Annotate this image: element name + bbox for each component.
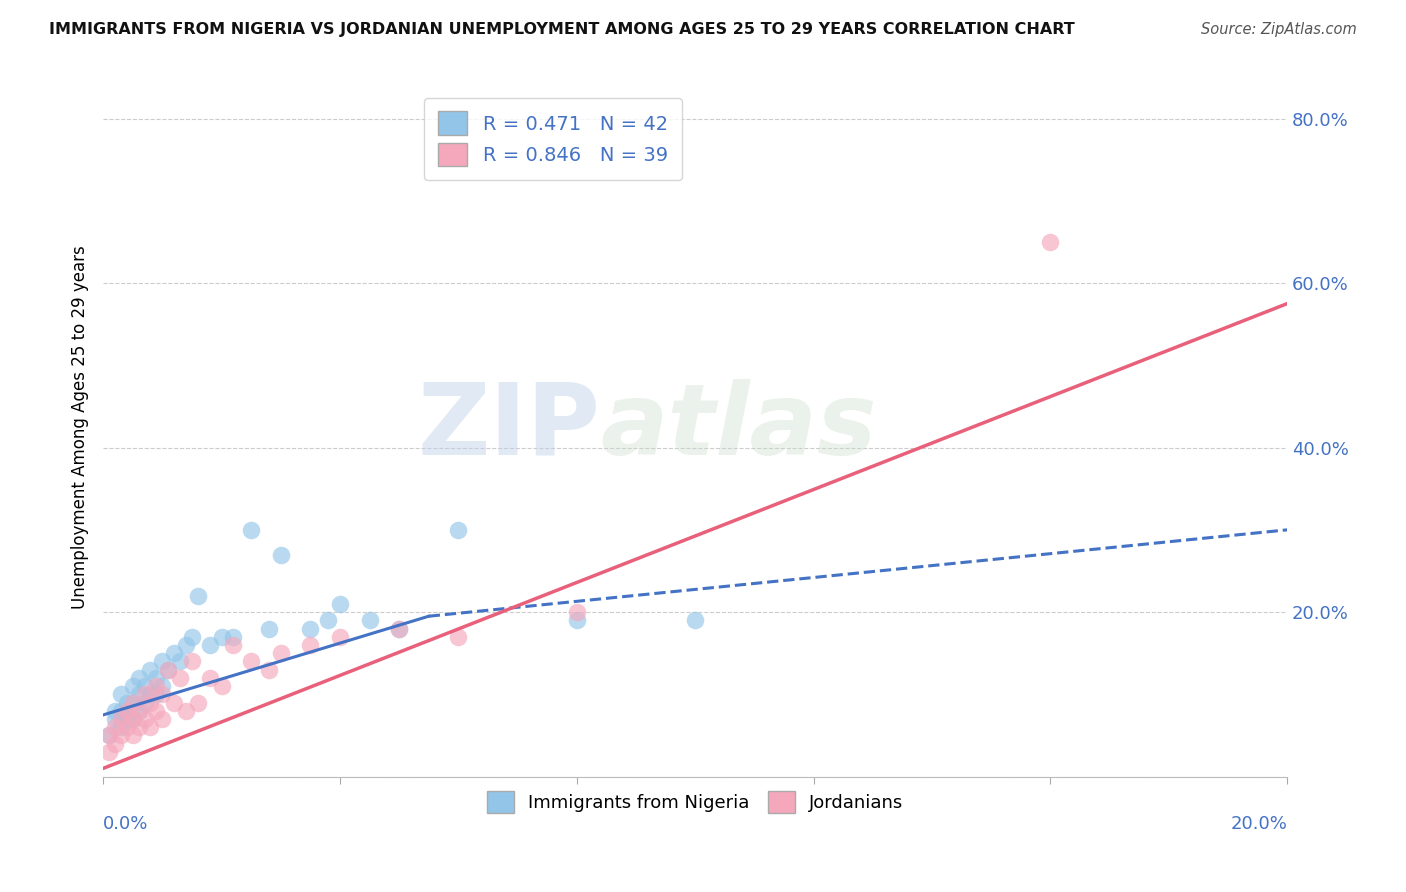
Point <box>145 704 167 718</box>
Point <box>139 720 162 734</box>
Point <box>222 638 245 652</box>
Point <box>181 630 204 644</box>
Point <box>145 671 167 685</box>
Point <box>447 630 470 644</box>
Point <box>157 663 180 677</box>
Point <box>187 696 209 710</box>
Point <box>104 737 127 751</box>
Point <box>150 679 173 693</box>
Point <box>110 712 132 726</box>
Point <box>98 729 121 743</box>
Point <box>198 671 221 685</box>
Point <box>240 523 263 537</box>
Point <box>121 712 143 726</box>
Point <box>174 638 197 652</box>
Point <box>145 679 167 693</box>
Point <box>211 679 233 693</box>
Point <box>121 696 143 710</box>
Point <box>211 630 233 644</box>
Point <box>329 597 352 611</box>
Legend: Immigrants from Nigeria, Jordanians: Immigrants from Nigeria, Jordanians <box>475 780 914 823</box>
Text: 0.0%: 0.0% <box>103 815 149 833</box>
Point <box>198 638 221 652</box>
Point <box>110 704 132 718</box>
Text: atlas: atlas <box>600 378 877 475</box>
Text: Source: ZipAtlas.com: Source: ZipAtlas.com <box>1201 22 1357 37</box>
Point <box>134 696 156 710</box>
Point <box>388 622 411 636</box>
Point <box>110 687 132 701</box>
Text: IMMIGRANTS FROM NIGERIA VS JORDANIAN UNEMPLOYMENT AMONG AGES 25 TO 29 YEARS CORR: IMMIGRANTS FROM NIGERIA VS JORDANIAN UNE… <box>49 22 1076 37</box>
Point <box>359 613 381 627</box>
Point <box>447 523 470 537</box>
Point <box>270 646 292 660</box>
Point <box>98 729 121 743</box>
Point <box>169 671 191 685</box>
Point <box>240 655 263 669</box>
Point <box>121 712 143 726</box>
Point <box>128 671 150 685</box>
Point <box>128 720 150 734</box>
Point <box>139 696 162 710</box>
Point <box>388 622 411 636</box>
Point <box>163 646 186 660</box>
Point <box>128 704 150 718</box>
Point <box>316 613 339 627</box>
Point <box>222 630 245 644</box>
Point <box>157 663 180 677</box>
Point <box>134 679 156 693</box>
Text: 20.0%: 20.0% <box>1230 815 1286 833</box>
Point <box>115 696 138 710</box>
Point <box>104 704 127 718</box>
Text: ZIP: ZIP <box>418 378 600 475</box>
Point <box>565 613 588 627</box>
Point <box>565 605 588 619</box>
Point <box>299 638 322 652</box>
Point <box>104 712 127 726</box>
Point <box>257 663 280 677</box>
Point <box>139 687 162 701</box>
Point <box>174 704 197 718</box>
Point <box>150 712 173 726</box>
Point <box>181 655 204 669</box>
Point <box>139 663 162 677</box>
Point <box>98 745 121 759</box>
Point <box>115 712 138 726</box>
Point <box>110 720 132 734</box>
Point <box>1039 235 1062 249</box>
Y-axis label: Unemployment Among Ages 25 to 29 years: Unemployment Among Ages 25 to 29 years <box>72 245 89 609</box>
Point <box>115 720 138 734</box>
Point <box>128 687 150 701</box>
Point <box>128 704 150 718</box>
Point <box>115 704 138 718</box>
Point <box>121 696 143 710</box>
Point <box>683 613 706 627</box>
Point <box>257 622 280 636</box>
Point <box>329 630 352 644</box>
Point <box>121 729 143 743</box>
Point <box>163 696 186 710</box>
Point <box>150 655 173 669</box>
Point <box>110 729 132 743</box>
Point <box>299 622 322 636</box>
Point <box>270 548 292 562</box>
Point <box>150 687 173 701</box>
Point <box>134 687 156 701</box>
Point <box>121 679 143 693</box>
Point <box>187 589 209 603</box>
Point <box>169 655 191 669</box>
Point <box>104 720 127 734</box>
Point <box>134 712 156 726</box>
Point <box>145 687 167 701</box>
